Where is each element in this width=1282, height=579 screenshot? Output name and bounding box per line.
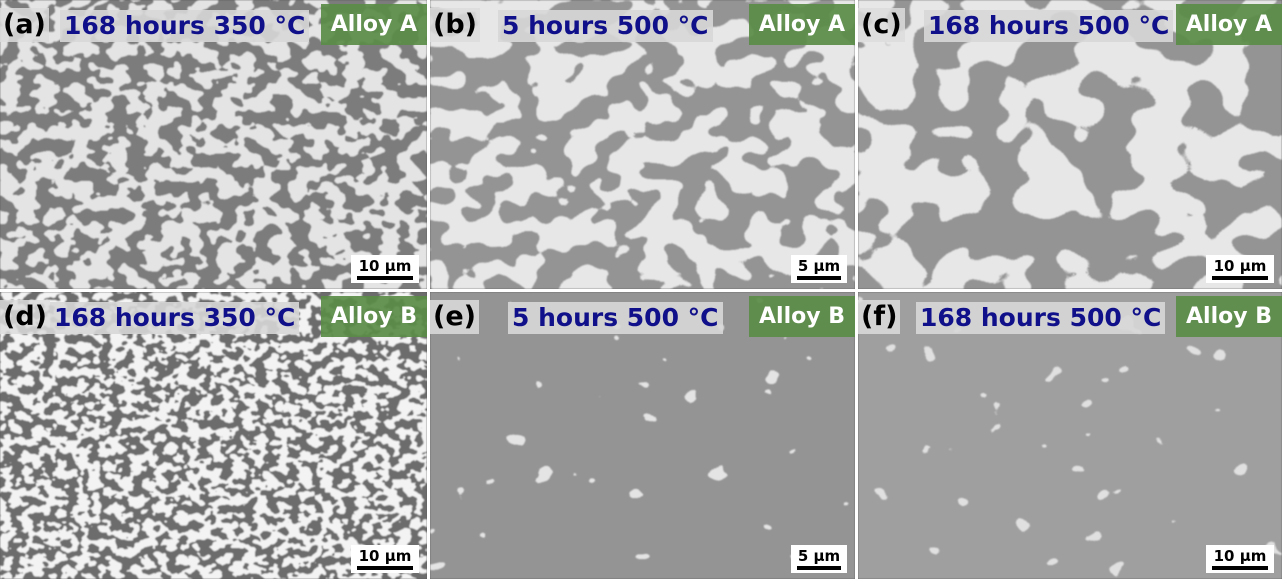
panel-label: (b) <box>430 8 480 42</box>
condition: 168 hours 350 °C <box>50 302 299 334</box>
scale-bar: 10 µm <box>351 545 419 573</box>
figure: (a) 168 hours 350 °C Alloy A 10 µm (b) 5 hour… <box>0 0 1282 579</box>
scale-bar-text: 5 µm <box>797 547 841 565</box>
panel-label: (c) <box>858 8 905 42</box>
condition: 5 hours 500 °C <box>498 10 713 42</box>
alloy-label: Alloy A <box>749 4 855 45</box>
micrograph-panel: (f) 168 hours 500 °C Alloy B 10 µm <box>858 292 1282 579</box>
scale-bar-line <box>1212 566 1268 570</box>
alloy-label: Alloy A <box>1176 4 1282 45</box>
condition: 168 hours 500 °C <box>916 302 1165 334</box>
panel-label: (f) <box>858 300 900 334</box>
scale-bar-text: 10 µm <box>357 547 413 565</box>
micrograph-panel: (a) 168 hours 350 °C Alloy A 10 µm <box>0 0 427 289</box>
alloy-label: Alloy A <box>321 4 427 45</box>
scale-bar-line <box>797 566 841 570</box>
scale-bar-text: 5 µm <box>797 257 841 275</box>
scale-bar: 10 µm <box>351 255 419 283</box>
scale-bar: 5 µm <box>791 255 847 283</box>
scale-bar-line <box>357 276 413 280</box>
scale-bar: 10 µm <box>1206 545 1274 573</box>
alloy-label: Alloy B <box>1176 296 1282 337</box>
alloy-label: Alloy B <box>321 296 427 337</box>
scale-bar-line <box>797 276 841 280</box>
condition: 168 hours 350 °C <box>60 10 309 42</box>
condition: 5 hours 500 °C <box>508 302 723 334</box>
alloy-label: Alloy B <box>749 296 855 337</box>
scale-bar: 5 µm <box>791 545 847 573</box>
scale-bar-text: 10 µm <box>1212 257 1268 275</box>
scale-bar-line <box>1212 276 1268 280</box>
panel-label: (e) <box>430 300 479 334</box>
scale-bar: 10 µm <box>1206 255 1274 283</box>
micrograph-panel: (d)168 hours 350 °C Alloy B 10 µm <box>0 292 427 579</box>
scale-bar-text: 10 µm <box>1212 547 1268 565</box>
micrograph-panel: (e) 5 hours 500 °C Alloy B 5 µm <box>430 292 855 579</box>
panel-label: (d) <box>0 300 50 334</box>
scale-bar-line <box>357 566 413 570</box>
panel-label: (a) <box>0 8 49 42</box>
micrograph-panel: (b) 5 hours 500 °C Alloy A 5 µm <box>430 0 855 289</box>
condition: 168 hours 500 °C <box>924 10 1173 42</box>
scale-bar-text: 10 µm <box>357 257 413 275</box>
